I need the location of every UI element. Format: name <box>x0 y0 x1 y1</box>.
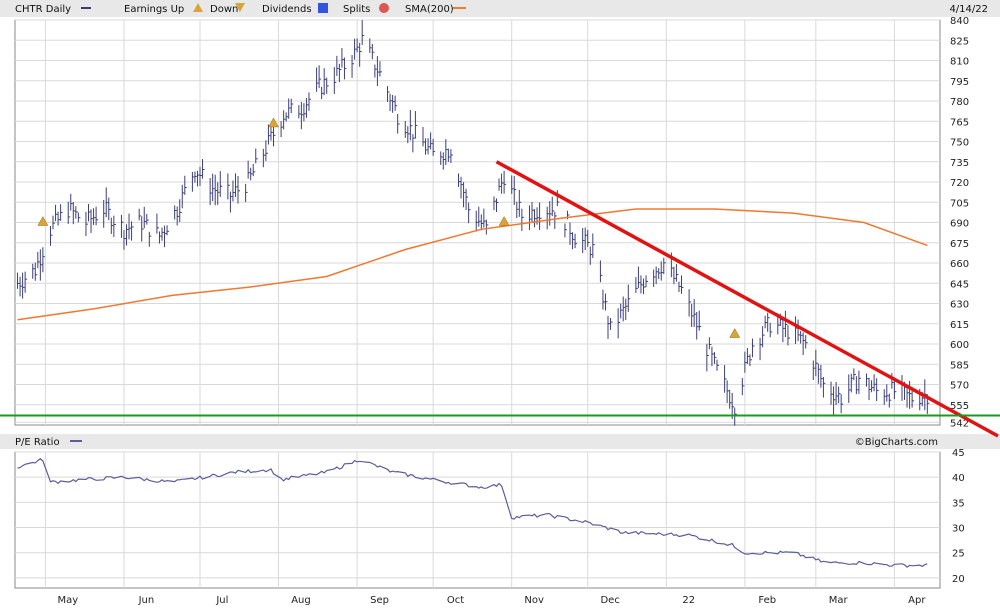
x-tick-label: Mar <box>829 595 849 606</box>
price-y-tick-label: 720 <box>950 178 969 189</box>
x-tick-label: Dec <box>600 595 619 606</box>
x-axis: May Jun Jul Aug Sep Oct Nov Dec 22 Feb Mar Apr <box>57 595 926 606</box>
price-y-tick-label: 735 <box>950 158 969 169</box>
price-y-tick-label: 675 <box>950 239 969 250</box>
price-grid <box>15 19 940 425</box>
earnings-up-marker <box>498 215 510 226</box>
price-y-tick-label: 825 <box>950 36 969 47</box>
brand-label: ©BigCharts.com <box>855 437 938 448</box>
symbol-label: CHTR Daily <box>15 4 71 15</box>
price-y-tick-label: 840 <box>950 16 969 27</box>
earnings-up-label: Earnings Up <box>124 4 184 15</box>
price-y-tick-label: 555 <box>950 401 969 412</box>
earnings-down-label: Down <box>210 4 238 15</box>
price-y-tick-label: 585 <box>950 360 969 371</box>
price-y-tick-label: 765 <box>950 117 969 128</box>
earnings-up-marker <box>729 328 741 338</box>
pe-y-tick-label: 30 <box>952 524 965 535</box>
price-y-tick-label: 542 <box>950 418 969 429</box>
x-tick-label: Jul <box>215 595 228 606</box>
pe-ratio-line <box>17 458 928 568</box>
downtrend-line <box>495 160 999 438</box>
price-y-tick-label: 615 <box>950 320 969 331</box>
dividend-icon <box>318 3 328 13</box>
price-y-tick-label: 660 <box>950 259 969 270</box>
pe-panel <box>14 451 941 589</box>
price-y-tick-label: 810 <box>950 57 969 68</box>
sma-200-line <box>17 208 928 321</box>
x-tick-label: Aug <box>291 595 311 606</box>
header-bar <box>0 0 1000 17</box>
earnings-up-marker <box>268 117 279 128</box>
x-tick-label: 22 <box>682 595 695 606</box>
price-y-tick-label: 630 <box>950 300 969 311</box>
pe-y-tick-label: 35 <box>952 498 965 509</box>
x-tick-label: Sep <box>370 595 389 606</box>
pe-y-tick-label: 20 <box>952 574 965 585</box>
price-y-tick-label: 780 <box>950 97 969 108</box>
x-tick-label: Nov <box>524 595 544 606</box>
earnings-up-icon <box>193 3 203 12</box>
pe-label: P/E Ratio <box>15 437 60 448</box>
x-tick-label: May <box>57 595 78 606</box>
x-tick-label: Feb <box>758 595 776 606</box>
sma-label: SMA(200) <box>405 4 454 15</box>
price-series-layer <box>17 20 930 426</box>
price-y-tick-label: 795 <box>950 77 969 88</box>
pe-y-ticks: 45 40 35 30 25 20 <box>952 448 965 585</box>
price-y-tick-label: 645 <box>950 279 969 290</box>
x-tick-label: Oct <box>447 595 464 606</box>
dividends-label: Dividends <box>262 4 312 15</box>
x-tick-label: Jun <box>138 595 155 606</box>
pe-y-tick-label: 40 <box>952 473 965 484</box>
pe-y-tick-label: 25 <box>952 549 965 560</box>
split-icon <box>379 3 389 13</box>
date-label: 4/14/22 <box>949 4 988 15</box>
price-y-tick-label: 690 <box>950 219 969 230</box>
earnings-down-icon <box>235 3 245 12</box>
pe-header-bar <box>0 434 1000 449</box>
splits-label: Splits <box>343 4 370 15</box>
pe-y-tick-label: 45 <box>952 448 965 459</box>
price-y-tick-label: 570 <box>950 381 969 392</box>
earnings-up-marker <box>37 215 49 226</box>
price-y-tick-label: 600 <box>950 340 969 351</box>
x-tick-label: Apr <box>908 595 926 606</box>
pe-series-layer <box>17 458 928 568</box>
overlay-layer <box>0 160 1000 438</box>
pe-grid <box>15 451 940 588</box>
price-y-tick-label: 705 <box>950 198 969 209</box>
price-y-tick-label: 750 <box>950 138 969 149</box>
price-y-ticks: 840 825 810 795 780 765 750 735 720 705 690 675 660 6… <box>950 16 969 429</box>
